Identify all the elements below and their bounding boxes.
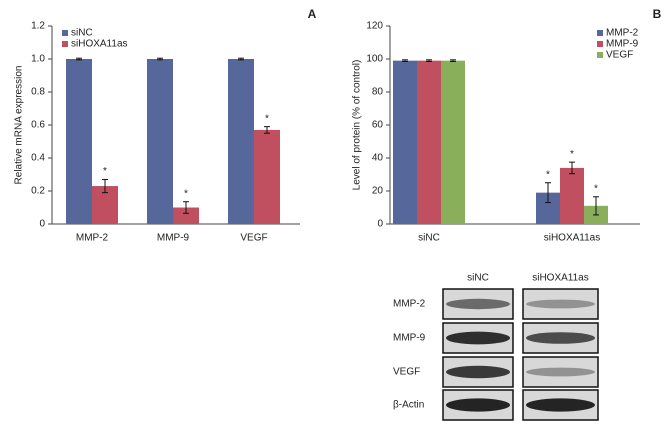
blot-band — [446, 298, 510, 310]
legend-label: MMP-2 — [606, 28, 639, 39]
bar — [254, 129, 280, 224]
y-tick-label: 0.6 — [31, 120, 45, 131]
blot-row-label: MMP-9 — [393, 333, 426, 344]
bar — [66, 59, 92, 224]
error-bar — [569, 161, 575, 175]
bar — [560, 167, 584, 224]
legend-swatch — [62, 41, 68, 47]
error-bar — [264, 126, 270, 134]
legend-swatch — [597, 30, 603, 36]
blot-row-label: VEGF — [393, 367, 420, 378]
y-tick-label: 80 — [372, 87, 384, 98]
significance-mark: * — [184, 188, 188, 199]
blot-band — [526, 367, 595, 377]
x-tick-label: MMP-2 — [76, 233, 109, 244]
significance-mark: * — [103, 166, 107, 177]
blot-band — [526, 299, 595, 309]
y-tick-label: 20 — [372, 186, 384, 197]
bar — [173, 207, 199, 224]
blot-row-label: β-Actin — [393, 400, 424, 411]
bar — [228, 59, 254, 224]
error-bar — [593, 196, 599, 216]
blot-lane — [522, 356, 599, 388]
significance-mark: * — [570, 149, 574, 160]
blot-column-label: siNC — [467, 273, 489, 284]
significance-mark: * — [265, 113, 269, 124]
blot-band — [446, 398, 510, 412]
legend-swatch — [62, 30, 68, 36]
legend-label: MMP-9 — [606, 39, 639, 50]
blot-band — [526, 332, 595, 344]
y-axis-label: Level of protein (% of control) — [352, 60, 363, 191]
error-bar — [238, 57, 244, 61]
y-tick-label: 0 — [377, 219, 383, 230]
y-tick-label: 120 — [366, 21, 383, 32]
y-tick-label: 60 — [372, 120, 384, 131]
y-tick-label: 100 — [366, 54, 383, 65]
bar — [147, 59, 173, 224]
legend-label: siNC — [71, 28, 93, 39]
blot-column-label: siHOXA11as — [532, 273, 589, 284]
blot-band — [446, 331, 510, 345]
significance-mark: * — [594, 183, 598, 194]
y-tick-label: 0 — [39, 219, 45, 230]
legend-swatch — [597, 41, 603, 47]
error-bar — [450, 59, 456, 62]
blot-band — [526, 398, 595, 412]
y-tick-label: 40 — [372, 153, 384, 164]
significance-mark: * — [546, 169, 550, 180]
bar — [393, 60, 417, 225]
x-tick-label: VEGF — [240, 233, 267, 244]
blot-lane — [522, 288, 599, 320]
error-bar — [76, 57, 82, 61]
y-tick-label: 0.8 — [31, 87, 45, 98]
y-tick-label: 0.4 — [31, 153, 45, 164]
blot-row-label: MMP-2 — [393, 299, 426, 310]
legend-label: VEGF — [606, 50, 633, 61]
error-bar — [545, 182, 551, 204]
panel-label: B — [653, 7, 662, 21]
bar — [441, 60, 465, 225]
y-tick-label: 1.2 — [31, 21, 45, 32]
x-tick-label: MMP-9 — [157, 233, 190, 244]
y-axis-label: Relative mRNA expression — [14, 66, 25, 185]
x-tick-label: siHOXA11as — [544, 233, 601, 244]
y-tick-label: 0.2 — [31, 186, 45, 197]
panel-label: A — [308, 7, 317, 21]
error-bar — [402, 59, 408, 62]
legend-label: siHOXA11as — [71, 39, 128, 50]
blot-band — [446, 365, 510, 379]
bar — [417, 60, 441, 225]
error-bar — [426, 59, 432, 62]
x-tick-label: siNC — [418, 233, 440, 244]
y-tick-label: 1.0 — [31, 54, 45, 65]
legend-swatch — [597, 52, 603, 58]
error-bar — [183, 201, 189, 214]
error-bar — [102, 178, 108, 194]
error-bar — [157, 57, 163, 61]
